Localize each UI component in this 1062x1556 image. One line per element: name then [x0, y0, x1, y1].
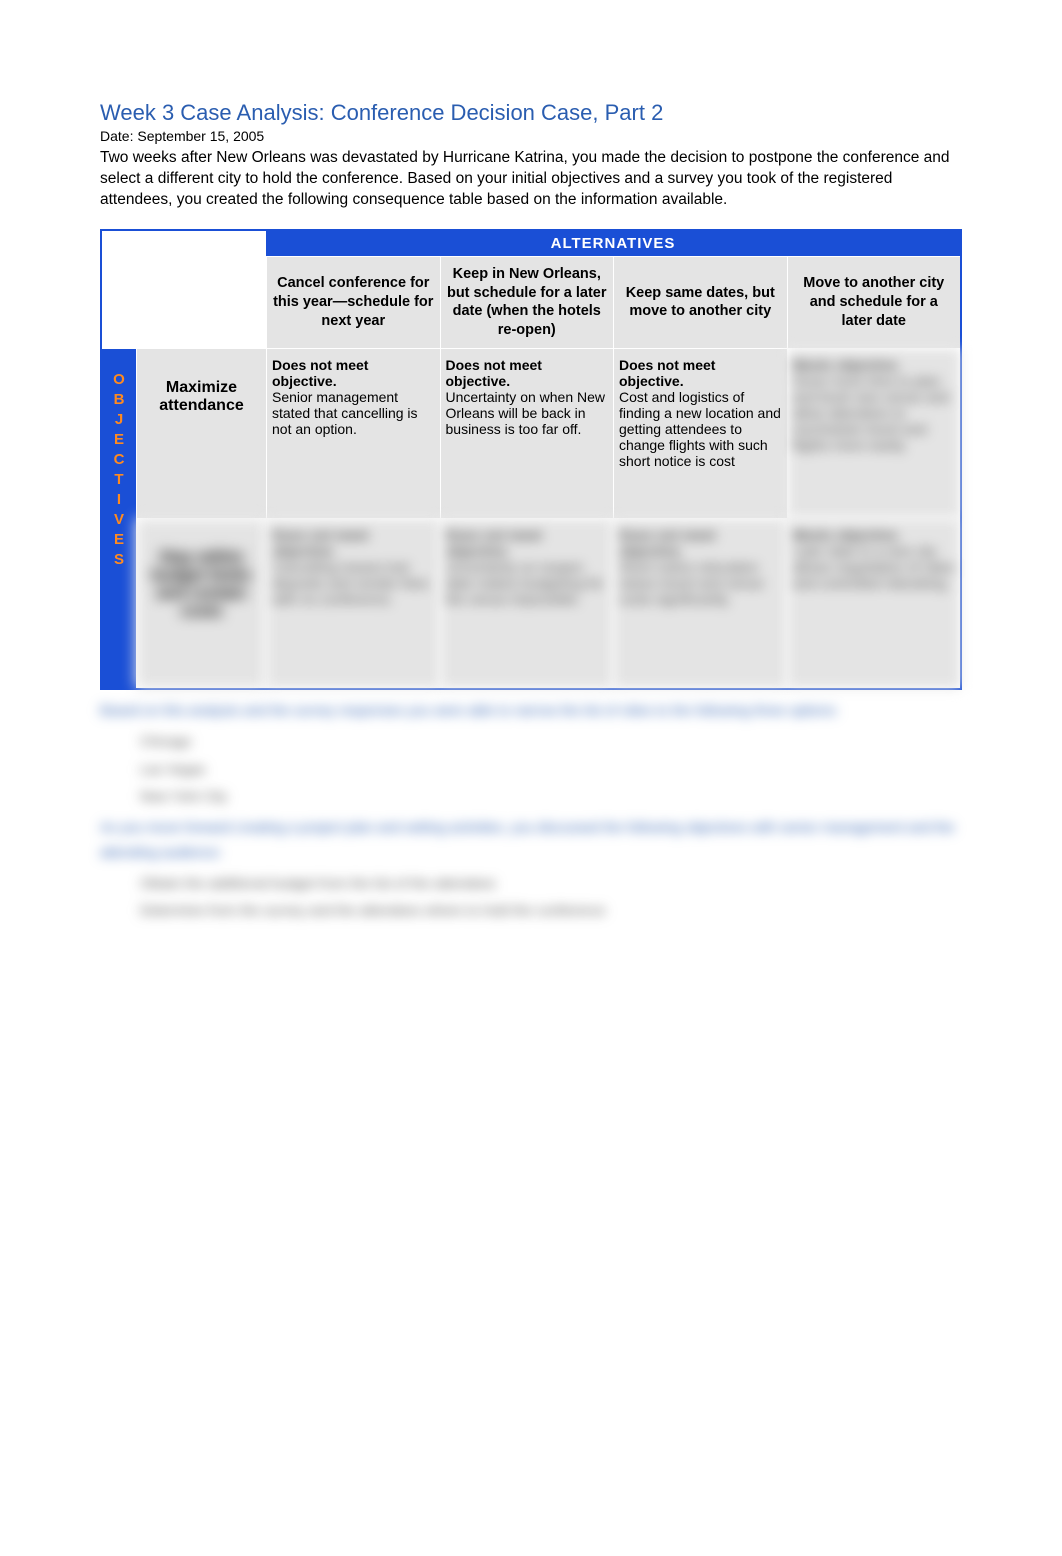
after-item: Las Vegas — [140, 757, 962, 782]
cell-r1-c4-blurred: Meets objective. Gives more time to plan… — [787, 348, 961, 518]
objectives-label: OBJECTIVES — [102, 348, 136, 688]
col-head-1: Cancel conference for this year—schedule… — [266, 256, 440, 348]
cell-lead: Meets objective. — [793, 527, 956, 543]
document-page: Week 3 Case Analysis: Conference Decisio… — [0, 0, 1062, 966]
after-subitem: Obtain the additional budget from the li… — [140, 871, 962, 896]
date-line: Date: September 15, 2005 — [100, 128, 962, 144]
cell-r2-c4-blurred: Meets objective. Later date in a new cit… — [787, 518, 961, 688]
after-para-1: Based on this analysis and the survey re… — [100, 698, 962, 723]
cell-lead: Does not meet objective. — [446, 527, 609, 559]
cell-r2-c3-blurred: Does not meet objective. Short notice re… — [613, 518, 787, 688]
cell-body: Cost and logistics of finding a new loca… — [619, 389, 781, 469]
after-subitem: Determine from the survey and the attend… — [140, 898, 962, 923]
cell-body: Senior management stated that cancelling… — [272, 389, 418, 437]
cell-lead: Does not meet objective. — [619, 527, 782, 559]
cell-body: Later date in a new city allows negotiat… — [793, 543, 955, 591]
after-item: New York City — [140, 784, 962, 809]
after-para-2: As you move forward creating a project p… — [100, 815, 962, 865]
cell-body: Uncertainty on when New Orleans will be … — [446, 389, 606, 437]
cell-lead: Does not meet objective. — [619, 357, 782, 389]
alternatives-header: ALTERNATIVES — [266, 231, 960, 256]
consequence-table: ALTERNATIVES Cancel conference for this … — [100, 229, 962, 690]
col-head-4: Move to another city and schedule for a … — [787, 256, 961, 348]
cell-lead: Does not meet objective. — [446, 357, 609, 389]
cell-r2-c2-blurred: Does not meet objective. Uncertainty on … — [440, 518, 614, 688]
cell-lead: Meets objective. — [793, 357, 956, 373]
col-head-3: Keep same dates, but move to another cit… — [613, 256, 787, 348]
after-item: Chicago — [140, 729, 962, 754]
cell-body: Short notice relocation raises travel an… — [619, 559, 764, 607]
cell-r2-c1-blurred: Does not meet objective. Cancelling mean… — [266, 518, 440, 688]
cell-lead: Does not meet objective. — [272, 527, 435, 559]
row-head-1: Maximize attendance — [136, 348, 266, 518]
after-table-blurred: Based on this analysis and the survey re… — [100, 698, 962, 924]
intro-paragraph: Two weeks after New Orleans was devastat… — [100, 148, 962, 211]
col-head-2: Keep in New Orleans, but schedule for a … — [440, 256, 614, 348]
cell-r1-c2: Does not meet objective. Uncertainty on … — [440, 348, 614, 518]
cell-body: Gives more time to plan and book new ven… — [793, 373, 949, 453]
cell-r1-c1: Does not meet objective. Senior manageme… — [266, 348, 440, 518]
cell-body: Cancelling means lost deposits and vendo… — [272, 559, 428, 607]
cell-body: Uncertainty on reopen date makes budgeti… — [446, 559, 604, 607]
table-corner — [102, 231, 266, 348]
cell-r1-c3: Does not meet objective. Cost and logist… — [613, 348, 787, 518]
page-title: Week 3 Case Analysis: Conference Decisio… — [100, 100, 962, 126]
cell-lead: Does not meet objective. — [272, 357, 435, 389]
row-head-2-blurred: Stay within budget limits and contain co… — [136, 518, 266, 688]
